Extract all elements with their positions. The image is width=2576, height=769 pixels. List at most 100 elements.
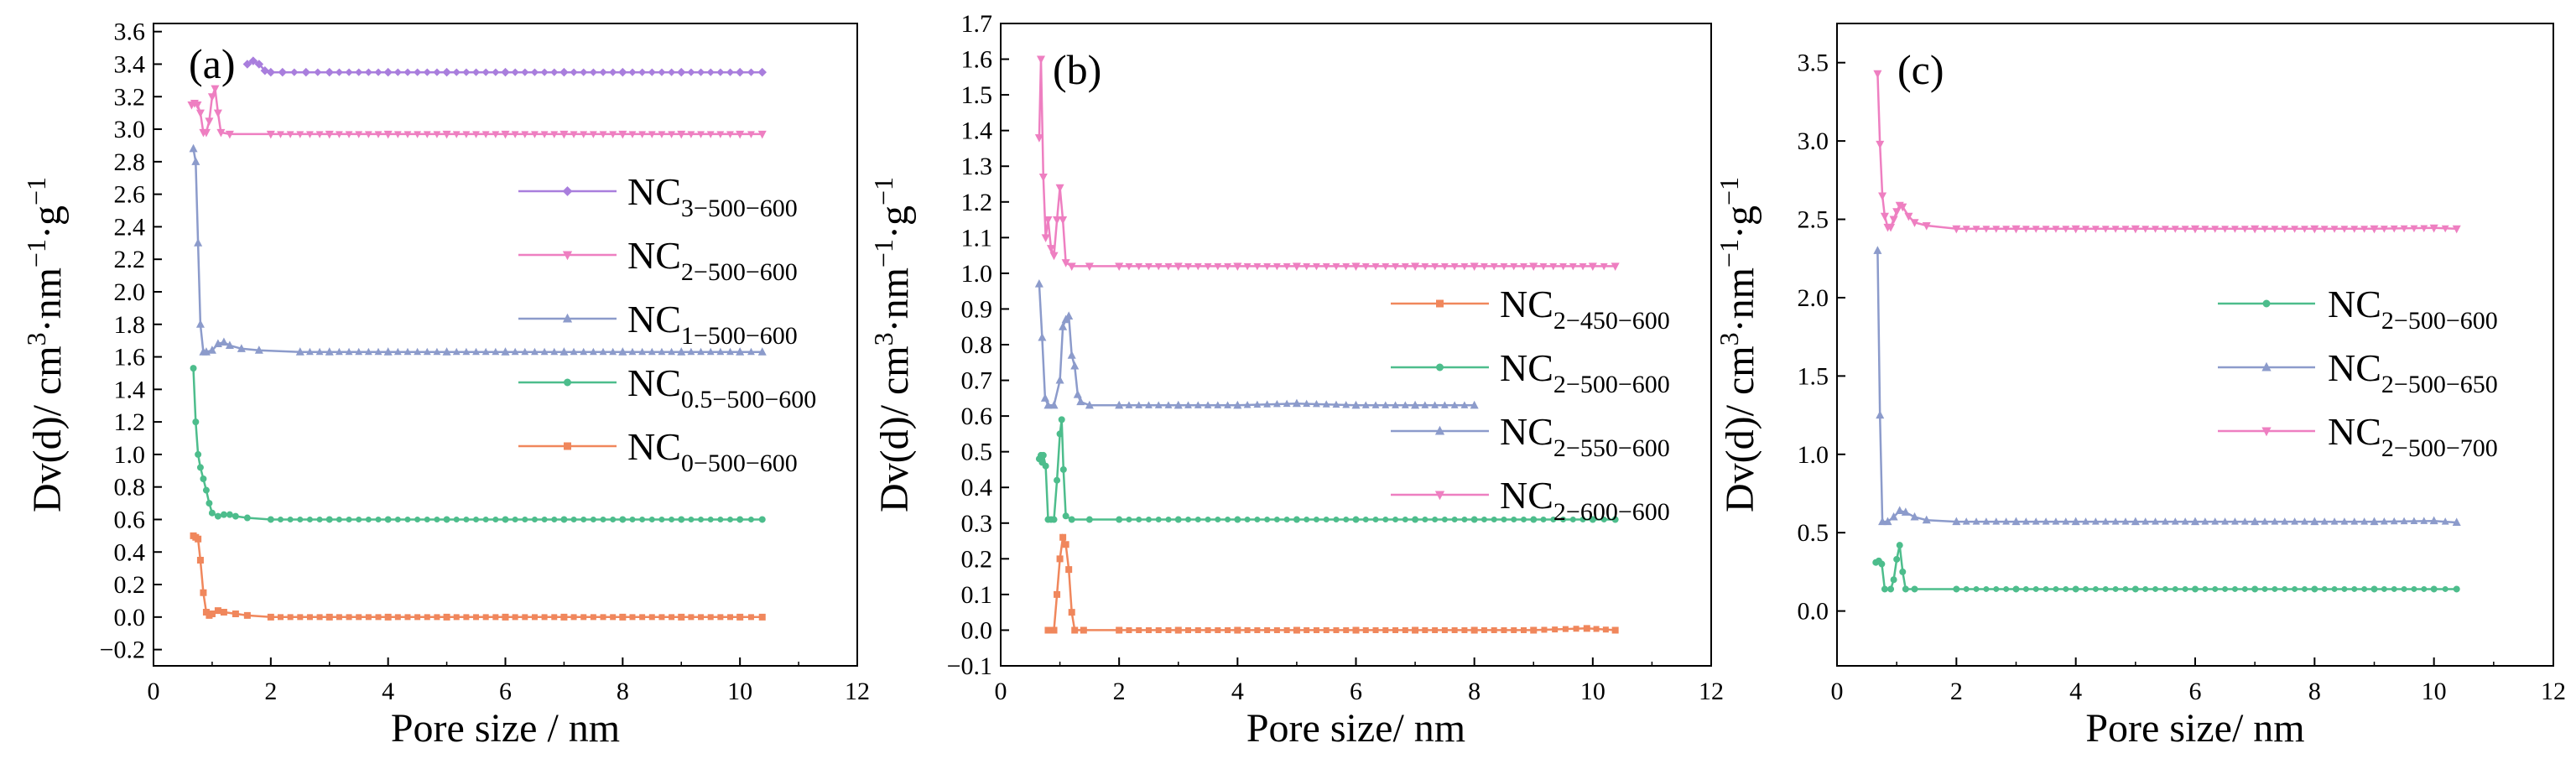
data-point [677, 347, 686, 356]
data-point-interp [551, 614, 558, 621]
data-point-interp [1569, 262, 1577, 271]
data-point [1352, 626, 1360, 634]
data-point-interp [1333, 626, 1340, 633]
data-point [1085, 516, 1093, 523]
data-point [226, 511, 233, 518]
data-point-interp [589, 131, 597, 138]
legend-label-main: NC [2328, 410, 2381, 453]
data-point-interp [1982, 226, 1991, 233]
data-point-interp [1204, 401, 1212, 408]
data-point-interp [1481, 262, 1488, 271]
series-NC3−500−600 [242, 56, 767, 77]
data-point-interp [1303, 262, 1311, 271]
data-point [1056, 555, 1064, 563]
data-point-interp [2162, 586, 2168, 592]
panel-tag: (c) [1897, 46, 1944, 93]
data-point-interp [1135, 262, 1143, 271]
legend-label: NC2−600−600 [1500, 474, 1670, 526]
data-point [1470, 262, 1479, 272]
data-point-interp [472, 347, 480, 356]
data-point-interp [648, 614, 655, 621]
data-point-interp [2351, 586, 2358, 592]
data-point-interp [1382, 262, 1390, 271]
y-axis-label-superscript: −1 [1714, 177, 1744, 205]
legend-marker [563, 378, 572, 387]
data-point-interp [2281, 517, 2289, 525]
data-point-interp [580, 614, 587, 621]
data-point-interp [1253, 400, 1262, 408]
data-point-interp [2181, 517, 2189, 525]
y-axis-label-part: ·nm [25, 268, 70, 332]
data-point [618, 347, 627, 356]
data-point [560, 613, 568, 621]
data-point-interp [2350, 226, 2359, 233]
data-point [736, 130, 745, 139]
data-point-interp [1460, 401, 1469, 408]
data-point-interp [1125, 401, 1133, 408]
data-point [2011, 517, 2021, 526]
data-point-interp [365, 517, 372, 522]
data-point-interp [2111, 226, 2120, 233]
data-point-interp [511, 68, 519, 76]
series-NC2−600−600 [1034, 55, 1620, 272]
data-point [248, 56, 258, 65]
data-point [736, 347, 745, 356]
data-point [1042, 462, 1049, 470]
data-point-interp [1401, 262, 1409, 271]
data-point-interp [1322, 400, 1330, 408]
data-point-interp [1451, 517, 1458, 522]
y-tick-label: 0.0 [1798, 598, 1829, 626]
legend-label-main: NC [627, 170, 681, 213]
data-point [502, 516, 509, 523]
x-tick-label: 8 [2308, 678, 2321, 705]
data-point-interp [472, 131, 480, 138]
data-point-interp [404, 614, 411, 621]
chart-panel-a: 0 2 4 6 8 10 12 −0.2 0.0 0.2 0.4 0.6 0.8 1.0 1.2 1.4 1.6… [21, 18, 870, 751]
y-tick-label: 2.2 [114, 246, 146, 273]
data-point-interp [1431, 401, 1439, 408]
data-point-interp [2063, 586, 2069, 592]
data-point [1893, 555, 1901, 563]
data-point-interp [1600, 517, 1607, 522]
data-point [619, 613, 627, 621]
data-point-interp [1283, 399, 1291, 408]
data-point-interp [403, 131, 412, 138]
data-point [1880, 212, 1889, 221]
data-point [502, 613, 509, 621]
legend-label-subscript: 2−550−600 [1553, 434, 1670, 462]
data-point-interp [2400, 517, 2408, 525]
data-point-interp [511, 347, 519, 356]
data-point [560, 516, 568, 523]
x-tick-label: 2 [1113, 678, 1126, 705]
data-point [266, 67, 276, 77]
data-point-interp [1579, 517, 1586, 522]
data-point [1080, 626, 1087, 634]
data-point-interp [706, 68, 715, 76]
data-point-interp [414, 131, 422, 138]
data-point-interp [364, 68, 372, 76]
data-point-interp [2052, 517, 2060, 525]
data-point-interp [2360, 517, 2369, 525]
data-point-interp [1371, 401, 1380, 408]
y-tick-label: 0.9 [961, 295, 993, 323]
data-point-interp [747, 614, 754, 621]
data-point-interp [1205, 517, 1211, 522]
x-tick-label: 12 [2541, 678, 2566, 705]
data-point [1071, 626, 1079, 634]
data-point-interp [277, 131, 284, 138]
data-point-interp [290, 68, 299, 76]
data-point [1038, 173, 1048, 182]
data-point-interp [717, 517, 724, 522]
data-point-interp [1362, 517, 1369, 522]
data-point [1878, 560, 1886, 568]
data-point-interp [1559, 262, 1567, 271]
data-point [1115, 400, 1124, 409]
data-point-interp [2092, 586, 2099, 592]
legend-label-subscript: 2−600−600 [1553, 498, 1670, 526]
data-point [383, 67, 393, 77]
data-point-interp [2042, 517, 2050, 525]
data-point-interp [453, 517, 460, 522]
data-point-interp [1549, 262, 1558, 271]
data-point [196, 464, 204, 471]
data-point-interp [1520, 626, 1527, 633]
